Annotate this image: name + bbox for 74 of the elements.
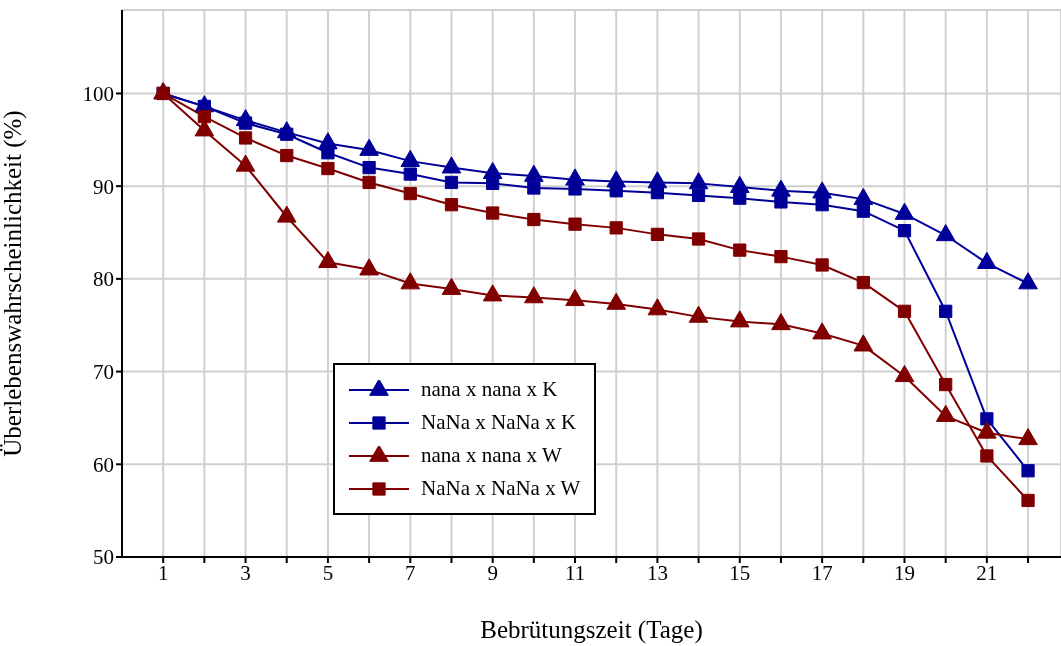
point: [1018, 272, 1038, 290]
point: [403, 186, 417, 201]
x-axis-title: Bebrütungszeit (Tage): [480, 616, 703, 644]
point: [691, 232, 706, 246]
y-tick-label: 100: [82, 81, 114, 106]
point: [894, 364, 915, 383]
point: [733, 243, 747, 257]
point: [774, 195, 788, 209]
x-tick-label: 3: [240, 560, 251, 585]
point: [939, 304, 953, 318]
point: [362, 175, 376, 190]
point: [977, 421, 997, 439]
point: [609, 221, 623, 235]
point: [853, 334, 874, 352]
y-tick-label: 90: [93, 174, 114, 199]
y-tick-label: 60: [93, 452, 114, 477]
point: [771, 313, 791, 331]
x-tick-label: 13: [646, 560, 668, 585]
point: [1018, 428, 1038, 446]
point: [321, 161, 335, 176]
point: [359, 258, 379, 276]
x-tick-label: 5: [322, 560, 334, 585]
y-tick-label: 50: [93, 545, 114, 570]
point: [650, 227, 665, 241]
point: [812, 322, 832, 340]
point: [565, 288, 585, 307]
point: [444, 198, 459, 212]
point: [606, 292, 627, 310]
point: [441, 277, 462, 295]
point: [815, 258, 829, 272]
point: [729, 310, 750, 328]
x-tick-label: 21: [976, 560, 998, 585]
legend-label: NaNa x NaNa x K: [421, 410, 577, 435]
point: [977, 251, 997, 269]
point: [815, 198, 829, 212]
point: [733, 191, 747, 205]
point: [856, 275, 870, 290]
x-tick-label: 15: [729, 560, 751, 585]
y-tick-label: 80: [93, 267, 114, 292]
point: [403, 167, 417, 181]
point: [318, 250, 338, 269]
y-axis-title: Überlebenswahrscheinlichkeit (%): [0, 110, 27, 457]
x-tick-label: 19: [894, 560, 915, 585]
point: [647, 298, 668, 316]
x-tick-label: 17: [811, 560, 833, 585]
point: [897, 224, 912, 238]
x-tick-label: 7: [405, 560, 416, 585]
y-tick-label: 70: [93, 360, 114, 385]
point: [238, 131, 253, 145]
x-tick-label: 1: [157, 560, 169, 585]
point: [527, 181, 541, 195]
point: [897, 304, 912, 318]
point: [774, 249, 788, 264]
point: [197, 109, 211, 124]
point: [527, 212, 541, 227]
point: [482, 284, 503, 302]
legend-label: nana x nana x W: [421, 443, 562, 468]
x-tick-label: 9: [487, 560, 498, 585]
legend-label: NaNa x NaNa x W: [421, 476, 581, 501]
point: [856, 204, 870, 218]
point: [935, 224, 956, 242]
point: [524, 286, 544, 304]
x-tick-label: 11: [564, 560, 586, 585]
point: [280, 148, 294, 163]
point: [444, 175, 459, 190]
point: [691, 188, 706, 203]
point: [486, 206, 500, 220]
point: [568, 217, 582, 231]
point: [688, 305, 709, 323]
point: [362, 160, 376, 175]
point: [935, 404, 956, 422]
point: [400, 272, 421, 290]
point: [650, 186, 665, 200]
legend-label: nana x nana x K: [421, 377, 558, 402]
